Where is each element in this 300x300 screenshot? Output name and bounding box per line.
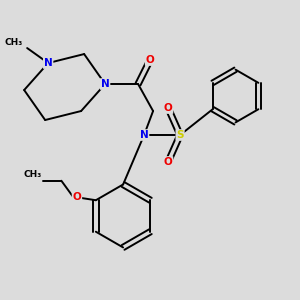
Text: O: O (146, 55, 154, 65)
Text: O: O (164, 103, 172, 113)
Text: O: O (164, 157, 172, 167)
Text: N: N (101, 79, 110, 89)
Text: S: S (176, 130, 184, 140)
Text: N: N (44, 58, 52, 68)
Text: CH₃: CH₃ (24, 170, 42, 179)
Text: CH₃: CH₃ (4, 38, 23, 46)
Text: O: O (73, 192, 81, 202)
Text: N: N (140, 130, 148, 140)
